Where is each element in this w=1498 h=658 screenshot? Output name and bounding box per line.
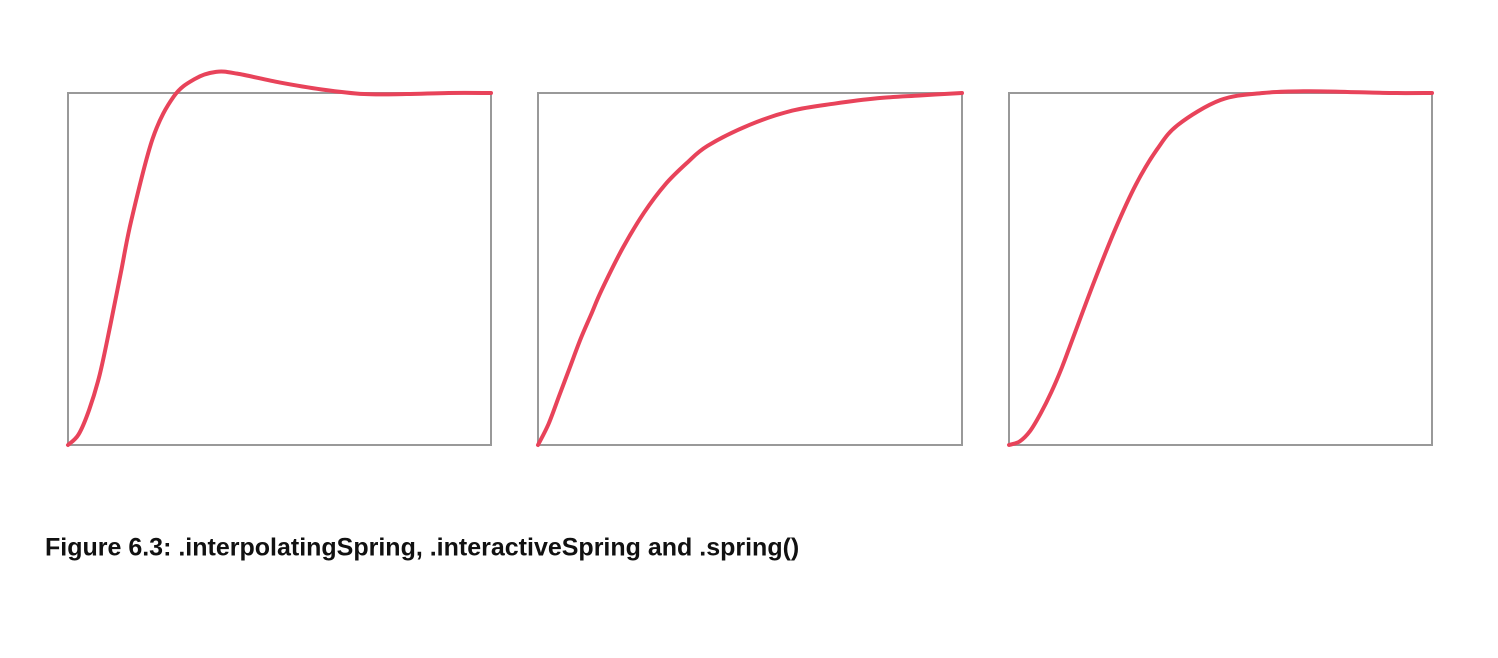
curve xyxy=(1007,89,1434,447)
curve xyxy=(536,91,964,447)
curve xyxy=(66,69,493,447)
plot-frame xyxy=(537,92,963,446)
caption: Figure 6.3: .interpolatingSpring, .inter… xyxy=(45,534,799,562)
plot-frame xyxy=(67,92,492,446)
plot-frame xyxy=(1008,92,1433,446)
